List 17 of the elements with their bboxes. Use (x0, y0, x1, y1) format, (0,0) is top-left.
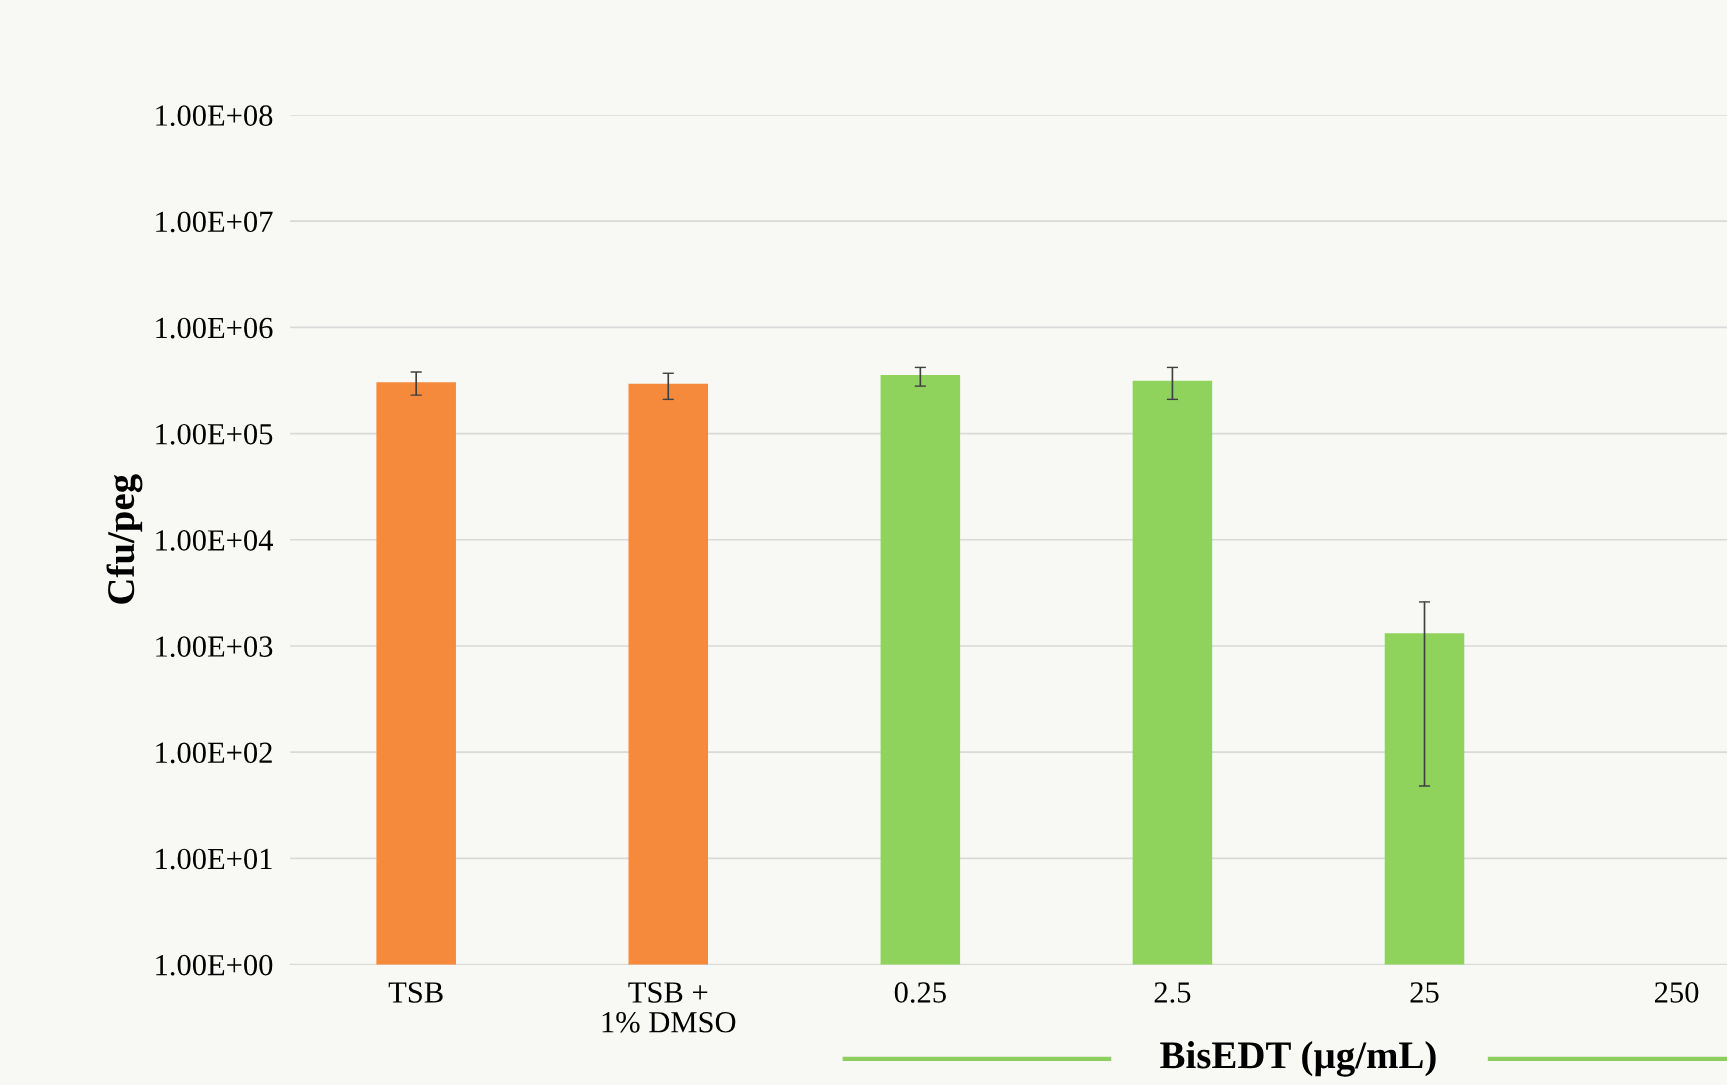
y-tick-label: 1.00E+02 (156, 742, 272, 764)
y-tick-label: 1.00E+08 (156, 105, 273, 127)
x-tick-label: 25 (1410, 982, 1439, 1003)
x-axis-title: BisEDT (µg/mL) (1160, 1041, 1436, 1077)
x-tick-label: 2.5 (1154, 982, 1191, 1003)
y-tick-label: 1.00E+05 (156, 423, 273, 445)
x-tick-label: TSB + 1% DMSO (602, 982, 736, 1033)
y-tick-label: 1.00E+03 (156, 636, 273, 658)
y-tick-label: 1.00E+04 (156, 530, 273, 551)
x-tick-label: 250 (1655, 982, 1699, 1003)
y-tick-label: 1.00E+01 (156, 848, 272, 870)
y-axis-title: Cfu/peg (106, 474, 143, 604)
x-tick-label: 0.25 (894, 982, 946, 1003)
x-tick-label: TSB (388, 982, 443, 1003)
y-tick-label: 1.00E+00 (156, 954, 273, 976)
y-tick-label: 1.00E+06 (156, 317, 273, 339)
y-tick-label: 1.00E+07 (156, 211, 273, 233)
